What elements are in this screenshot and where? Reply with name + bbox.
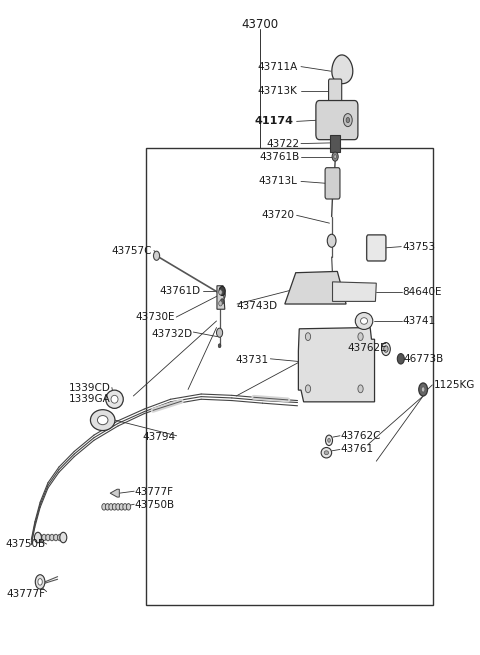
Circle shape [305,385,311,393]
Ellipse shape [355,312,373,329]
Polygon shape [299,328,374,402]
Circle shape [123,504,127,510]
Circle shape [109,504,113,510]
Text: 1339CD: 1339CD [69,383,110,392]
Circle shape [328,438,330,442]
Circle shape [50,534,54,541]
Text: 43743D: 43743D [236,301,277,311]
Circle shape [58,534,62,541]
Circle shape [382,343,390,356]
Text: 43762E: 43762E [348,343,387,353]
Circle shape [154,251,160,260]
Circle shape [218,344,221,348]
Circle shape [219,290,225,299]
FancyBboxPatch shape [325,168,340,199]
Text: 43761: 43761 [340,445,373,455]
Text: 1339GA: 1339GA [69,394,110,403]
Circle shape [344,113,352,126]
Text: 43720: 43720 [261,210,294,220]
Circle shape [126,504,131,510]
Circle shape [216,328,223,337]
Text: 43753: 43753 [403,242,436,252]
Text: 43713K: 43713K [258,86,298,96]
Circle shape [54,534,58,541]
Text: 84640E: 84640E [403,288,442,297]
Text: 43750B: 43750B [135,500,175,510]
Polygon shape [217,286,225,309]
Circle shape [219,290,222,295]
Circle shape [346,117,349,122]
Circle shape [112,504,117,510]
Text: 43700: 43700 [242,18,279,31]
Polygon shape [110,489,120,497]
Text: 43711A: 43711A [257,62,298,71]
FancyBboxPatch shape [316,100,358,140]
Circle shape [38,534,42,541]
Circle shape [332,152,338,161]
Text: 43794: 43794 [143,432,176,442]
Circle shape [219,286,225,295]
Polygon shape [285,271,346,304]
Circle shape [384,346,388,352]
Circle shape [42,534,46,541]
Circle shape [327,234,336,248]
Ellipse shape [106,390,123,408]
Circle shape [102,504,106,510]
Circle shape [419,383,428,396]
Ellipse shape [90,409,115,430]
Text: 43761B: 43761B [259,151,300,162]
Text: 43722: 43722 [266,139,300,149]
Text: 41174: 41174 [254,117,293,126]
Circle shape [358,333,363,341]
Circle shape [38,578,42,585]
Text: 43713L: 43713L [259,176,298,187]
Circle shape [120,504,124,510]
Ellipse shape [97,415,108,424]
Bar [146,148,433,605]
Text: 43757C: 43757C [112,246,152,255]
Circle shape [36,574,45,589]
Circle shape [220,299,224,304]
Text: 43732D: 43732D [151,329,192,339]
Circle shape [219,301,222,306]
Text: 43730E: 43730E [135,312,175,322]
Text: 43761D: 43761D [159,286,200,296]
Ellipse shape [360,318,368,324]
Text: 43762C: 43762C [340,431,381,441]
Text: 43777F: 43777F [135,487,174,497]
Circle shape [421,387,425,392]
Circle shape [334,155,336,159]
Polygon shape [333,282,376,301]
Bar [330,135,340,152]
Ellipse shape [324,451,329,455]
Polygon shape [332,55,353,84]
Text: 43731: 43731 [236,355,269,365]
Text: 43741: 43741 [403,316,436,326]
Text: 1125KG: 1125KG [434,380,476,390]
Circle shape [325,435,333,445]
Ellipse shape [111,396,118,403]
Circle shape [60,533,67,543]
Circle shape [46,534,50,541]
FancyBboxPatch shape [367,235,386,261]
Text: 46773B: 46773B [403,354,444,364]
Ellipse shape [321,447,332,458]
FancyBboxPatch shape [329,79,342,103]
Circle shape [35,533,41,543]
Circle shape [105,504,110,510]
Circle shape [305,333,311,341]
Circle shape [397,354,404,364]
Text: 43777F: 43777F [7,589,46,599]
Circle shape [116,504,120,510]
Text: 43750B: 43750B [6,539,46,549]
Circle shape [358,385,363,393]
